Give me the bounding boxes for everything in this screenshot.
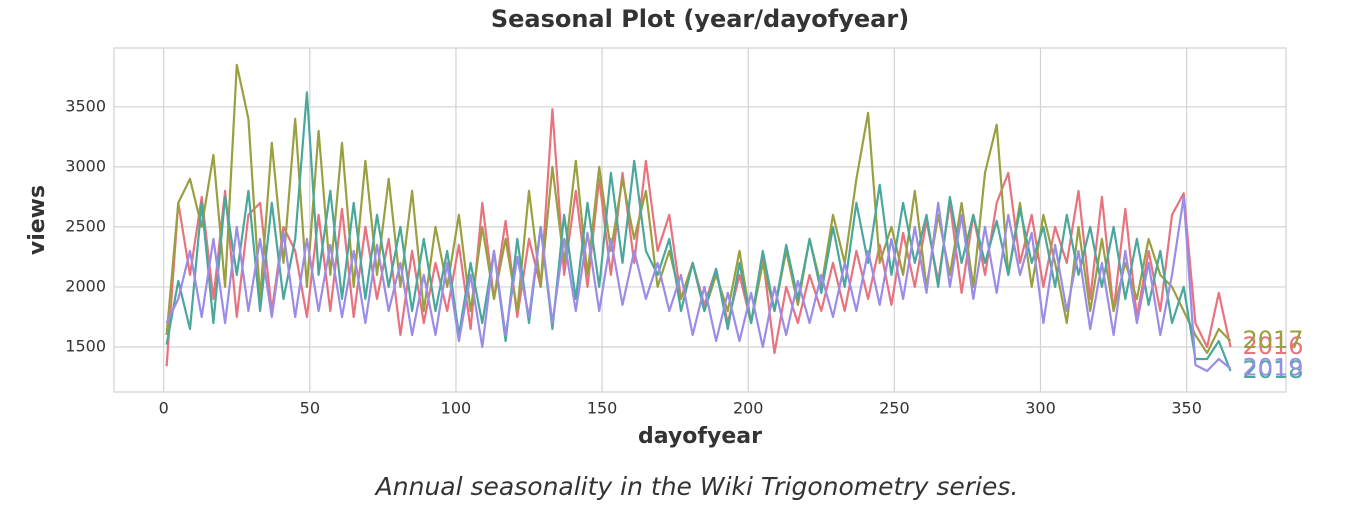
- y-tick-label: 2500: [65, 216, 106, 235]
- x-tick-label: 0: [159, 399, 169, 418]
- series-line: [165, 91, 1232, 372]
- x-axis-label: dayofyear: [638, 424, 762, 449]
- x-tick-label: 150: [587, 399, 618, 418]
- y-tick-label: 3000: [65, 156, 106, 175]
- y-tick-label: 1500: [65, 336, 106, 355]
- plot-area: 1500 2000 2500 3000 3500 0 50 100 150 200 250 300 35…: [65, 47, 1304, 418]
- chart-title: Seasonal Plot (year/dayofyear): [491, 5, 909, 33]
- y-tick-label: 3500: [65, 96, 106, 115]
- series-end-label: 2019: [1242, 354, 1303, 382]
- caption: Annual seasonality in the Wiki Trigonome…: [374, 472, 1019, 501]
- series-line: [165, 195, 1232, 373]
- plot-background: [113, 47, 1287, 393]
- x-tick-label: 100: [441, 399, 472, 418]
- x-tick-label: 350: [1171, 399, 1202, 418]
- x-tick-label: 300: [1025, 399, 1056, 418]
- series-end-label: 2016: [1242, 332, 1303, 360]
- series-end-label: 2017: [1242, 326, 1303, 354]
- x-tick-label: 200: [733, 399, 764, 418]
- x-tick-label: 50: [300, 399, 320, 418]
- y-tick-label: 2000: [65, 276, 106, 295]
- series-end-label: 2018: [1242, 356, 1303, 384]
- x-tick-label: 250: [879, 399, 910, 418]
- y-axis-label: views: [25, 185, 50, 255]
